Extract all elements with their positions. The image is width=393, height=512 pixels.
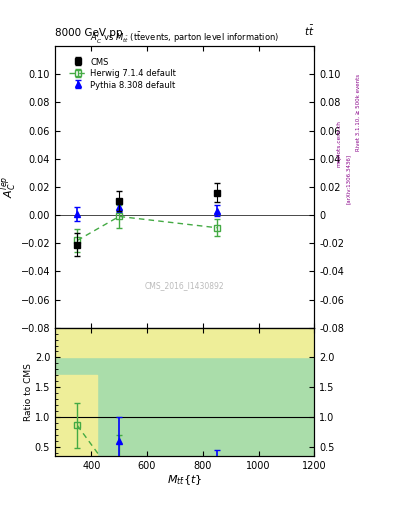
Y-axis label: Ratio to CMS: Ratio to CMS	[24, 362, 33, 421]
Text: $t\bar{t}$: $t\bar{t}$	[304, 24, 314, 38]
Y-axis label: $A_C^{lep}$: $A_C^{lep}$	[0, 176, 19, 198]
Legend: CMS, Herwig 7.1.4 default, Pythia 8.308 default: CMS, Herwig 7.1.4 default, Pythia 8.308 …	[67, 56, 178, 91]
X-axis label: $M_{t\bar{t}}\{t\}$: $M_{t\bar{t}}\{t\}$	[167, 473, 202, 487]
Text: Rivet 3.1.10, ≥ 500k events: Rivet 3.1.10, ≥ 500k events	[356, 74, 361, 151]
Title: $A_C^l$ vs $M_{t\bar{t}}$ (t$\bar{\mathrm{t}}$events, parton level information): $A_C^l$ vs $M_{t\bar{t}}$ (t$\bar{\mathr…	[90, 31, 279, 46]
Text: mcplots.cern.ch: mcplots.cern.ch	[336, 120, 341, 167]
Text: 8000 GeV pp: 8000 GeV pp	[55, 28, 123, 38]
Text: [arXiv:1306.3436]: [arXiv:1306.3436]	[346, 154, 351, 204]
Text: CMS_2016_I1430892: CMS_2016_I1430892	[145, 281, 224, 290]
